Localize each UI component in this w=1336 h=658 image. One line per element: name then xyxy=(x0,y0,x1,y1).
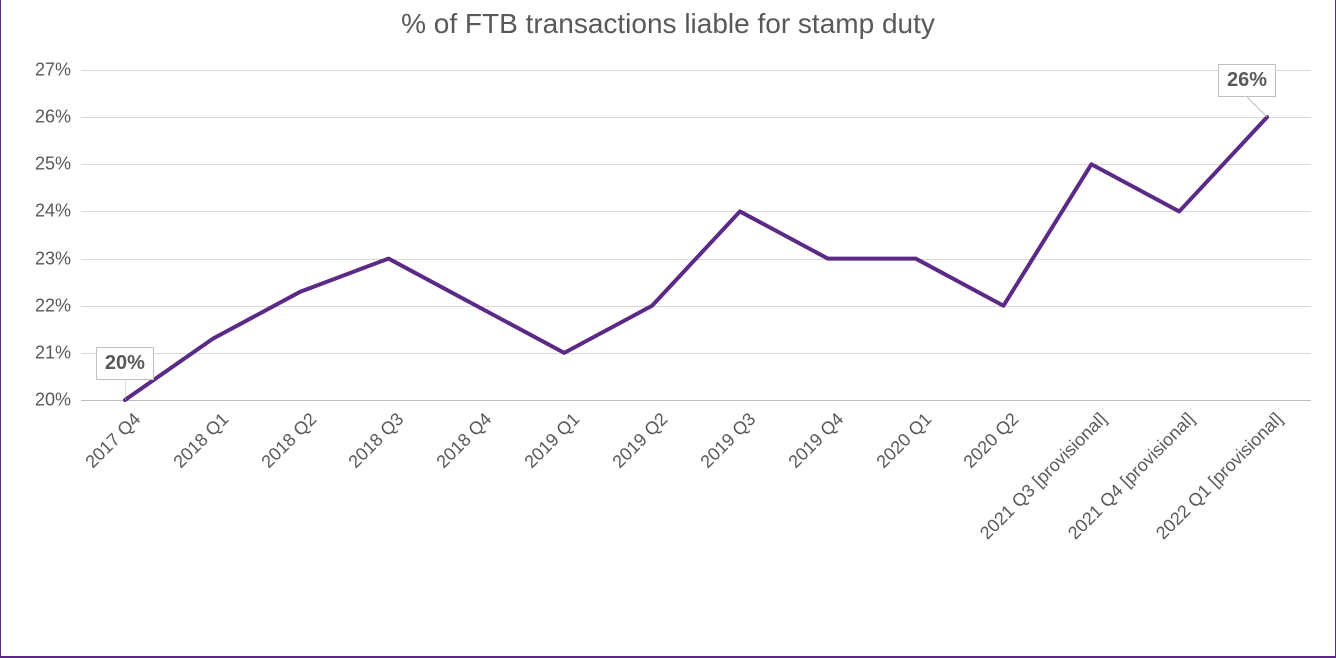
chart-container: % of FTB transactions liable for stamp d… xyxy=(0,0,1336,658)
x-axis-tick-label: 2017 Q4 xyxy=(81,406,148,473)
data-label: 20% xyxy=(96,347,154,380)
x-axis-tick-label: 2019 Q4 xyxy=(784,406,851,473)
x-axis-tick-label: 2018 Q2 xyxy=(257,406,324,473)
x-axis-tick-label: 2019 Q2 xyxy=(608,406,675,473)
line-series xyxy=(81,70,1311,400)
x-axis-tick-label: 2019 Q1 xyxy=(521,406,588,473)
y-axis-tick-label: 21% xyxy=(35,342,71,363)
y-axis-tick-label: 26% xyxy=(35,107,71,128)
plot-area: 20%21%22%23%24%25%26%27%2017 Q42018 Q120… xyxy=(81,70,1311,400)
data-label: 26% xyxy=(1218,64,1276,97)
y-axis-tick-label: 22% xyxy=(35,295,71,316)
x-axis-tick-label: 2020 Q2 xyxy=(960,406,1027,473)
x-axis-tick-label: 2018 Q4 xyxy=(433,406,500,473)
x-axis-tick-label: 2020 Q1 xyxy=(872,406,939,473)
y-axis-tick-label: 23% xyxy=(35,248,71,269)
y-axis-tick-label: 27% xyxy=(35,60,71,81)
x-axis-tick-label: 2019 Q3 xyxy=(696,406,763,473)
x-axis-tick-label: 2018 Q1 xyxy=(169,406,236,473)
x-axis-line xyxy=(81,400,1311,401)
y-axis-tick-label: 24% xyxy=(35,201,71,222)
y-axis-tick-label: 20% xyxy=(35,390,71,411)
y-axis-tick-label: 25% xyxy=(35,154,71,175)
chart-title: % of FTB transactions liable for stamp d… xyxy=(1,8,1335,40)
x-axis-tick-label: 2018 Q3 xyxy=(345,406,412,473)
